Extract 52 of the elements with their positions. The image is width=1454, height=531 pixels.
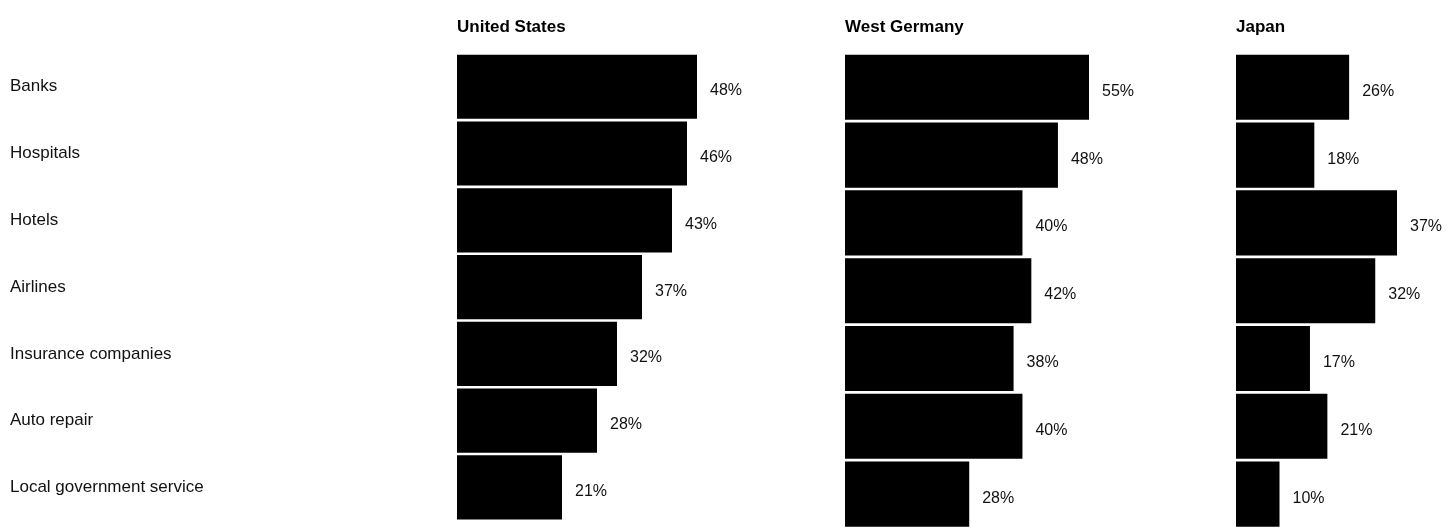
bar xyxy=(1236,461,1280,527)
bar xyxy=(1236,258,1376,324)
data-label: 26% xyxy=(1362,81,1395,99)
data-label: 32% xyxy=(1388,285,1421,303)
bar xyxy=(845,325,1014,392)
chart-title: Japan xyxy=(1236,16,1286,36)
bar xyxy=(1236,393,1328,459)
chart-title: West Germany xyxy=(845,16,965,36)
bar xyxy=(845,461,970,527)
data-label: 21% xyxy=(575,481,608,499)
bar xyxy=(1236,54,1350,120)
data-label: 28% xyxy=(610,415,643,433)
data-label: 42% xyxy=(1044,285,1077,303)
chart-title: United States xyxy=(457,16,566,36)
data-label: 10% xyxy=(1292,488,1325,506)
bar xyxy=(845,258,1032,324)
bar xyxy=(457,188,672,253)
y-tick-label: Hotels xyxy=(10,210,59,230)
bar xyxy=(457,321,617,386)
bar xyxy=(845,54,1089,120)
data-label: 32% xyxy=(630,348,663,366)
bar xyxy=(457,54,697,119)
bar xyxy=(845,393,1023,459)
y-tick-label: Hospitals xyxy=(10,143,80,163)
bar xyxy=(457,388,597,453)
bar xyxy=(845,122,1058,188)
bar xyxy=(457,255,642,320)
data-label: 28% xyxy=(982,488,1015,506)
y-tick-label: Banks xyxy=(10,76,58,96)
data-label: 37% xyxy=(1410,217,1443,235)
bar xyxy=(845,190,1023,256)
y-tick-label: Insurance companies xyxy=(10,343,172,363)
y-tick-label: Local government service xyxy=(10,477,204,497)
data-label: 43% xyxy=(685,214,718,232)
data-label: 55% xyxy=(1102,81,1135,99)
data-label: 21% xyxy=(1340,420,1373,438)
data-label: 48% xyxy=(710,81,743,99)
y-tick-label: Auto repair xyxy=(10,410,94,430)
data-label: 40% xyxy=(1035,420,1068,438)
data-label: 48% xyxy=(1070,149,1103,167)
bar xyxy=(457,455,562,520)
bar xyxy=(1236,122,1315,188)
bar xyxy=(1236,190,1397,256)
bar xyxy=(457,121,687,186)
data-label: 40% xyxy=(1035,217,1068,235)
bar xyxy=(1236,325,1310,392)
data-label: 38% xyxy=(1026,352,1059,370)
data-label: 17% xyxy=(1322,352,1355,370)
data-label: 46% xyxy=(700,147,733,165)
y-tick-label: Airlines xyxy=(10,276,66,296)
data-label: 18% xyxy=(1327,149,1360,167)
data-label: 37% xyxy=(655,281,688,299)
